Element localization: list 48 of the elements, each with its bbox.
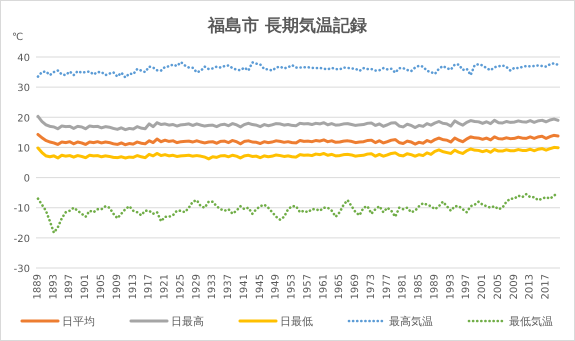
- x-tick-label: 1985: [414, 274, 425, 300]
- y-tick-label: 40: [17, 53, 30, 64]
- x-tick-label: 1961: [318, 274, 330, 300]
- x-tick-label: 2005: [492, 274, 504, 300]
- x-tick-label: 2013: [524, 274, 536, 300]
- y-axis-title: ℃: [12, 32, 24, 43]
- x-tick-label: 1905: [96, 274, 107, 300]
- legend-label: 日最高: [171, 315, 204, 328]
- x-tick-label: 1925: [175, 274, 186, 300]
- y-tick-label: -20: [14, 234, 30, 245]
- x-tick-label: 1981: [398, 274, 409, 300]
- x-tick-label: 1953: [286, 274, 298, 300]
- x-tick-label: 1969: [350, 274, 362, 300]
- y-tick-label: -30: [14, 264, 30, 275]
- x-tick-label: 1929: [191, 274, 202, 300]
- x-tick-label: 1921: [160, 274, 171, 300]
- x-tick-label: 1945: [254, 274, 266, 300]
- x-tick-label: 1977: [382, 274, 393, 300]
- y-tick-label: 30: [17, 83, 30, 94]
- x-tick-label: 1913: [128, 274, 139, 300]
- y-tick-label: 10: [17, 143, 30, 154]
- x-tick-label: 1957: [302, 274, 314, 300]
- x-tick-label: 1949: [270, 274, 282, 300]
- x-tick-label: 2017: [540, 274, 552, 300]
- x-tick-label: 1933: [207, 274, 218, 300]
- x-tick-label: 1901: [80, 274, 92, 300]
- x-tick-label: 1973: [366, 274, 377, 300]
- x-tick-label: 1965: [334, 274, 346, 300]
- x-tick-label: 1897: [64, 274, 76, 300]
- x-tick-label: 1909: [112, 274, 123, 300]
- x-tick-label: 1889: [32, 274, 44, 300]
- x-tick-label: 1917: [144, 274, 155, 300]
- x-tick-label: 2001: [477, 274, 488, 300]
- x-tick-label: 1893: [48, 274, 60, 300]
- x-tick-label: 1989: [429, 274, 440, 300]
- y-tick-label: 20: [17, 113, 30, 124]
- y-tick-label: -10: [14, 204, 30, 215]
- x-tick-label: 1937: [223, 274, 234, 300]
- x-tick-label: 1993: [445, 274, 456, 300]
- x-tick-label: 1997: [461, 274, 472, 300]
- legend-label: 最高気温: [389, 315, 433, 328]
- legend-label: 日最低: [280, 315, 313, 328]
- x-tick-label: 2009: [508, 274, 520, 300]
- legend-label: 最低気温: [509, 315, 553, 328]
- chart-title: 福島市 長期気温記録: [207, 16, 367, 36]
- legend-label: 日平均: [62, 315, 95, 328]
- x-tick-label: 1941: [238, 274, 250, 300]
- y-tick-label: 0: [24, 174, 30, 185]
